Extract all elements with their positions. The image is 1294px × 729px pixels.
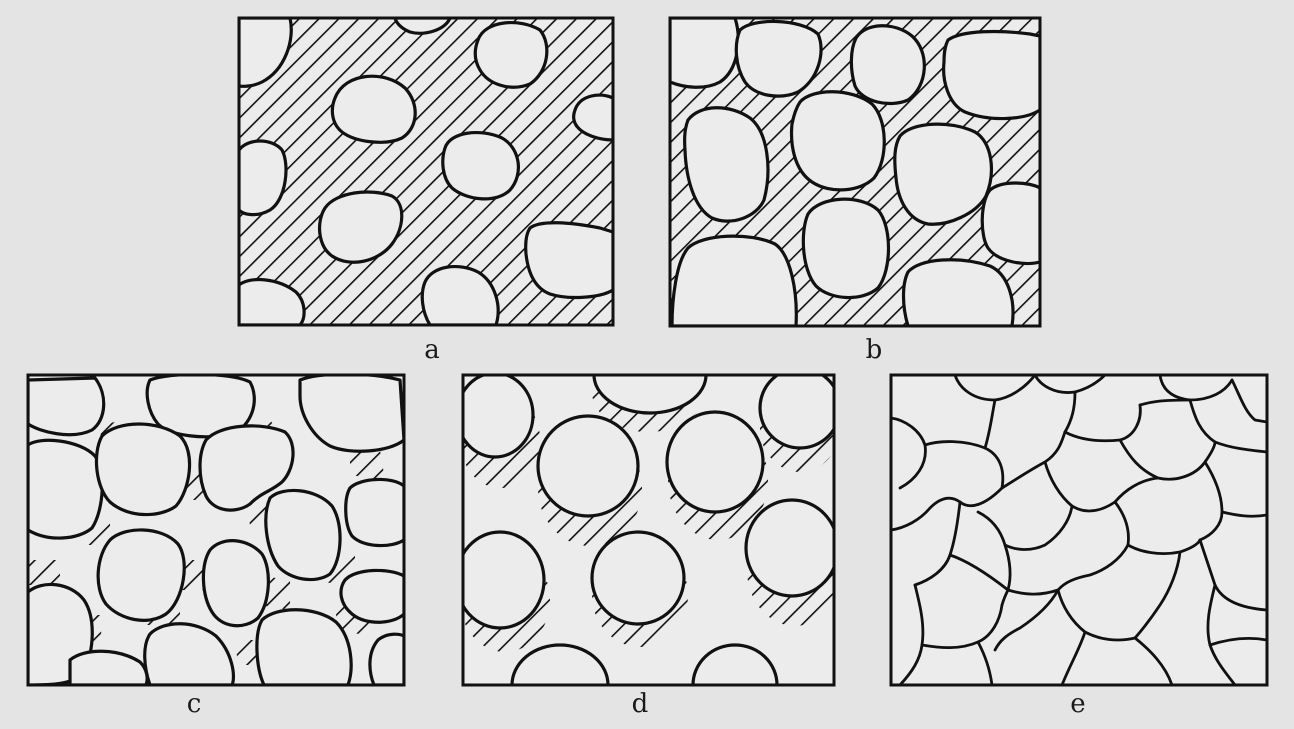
panel-b-frame (668, 16, 1042, 328)
panel-c: c (26, 373, 406, 719)
panel-d-frame (461, 373, 836, 687)
panel-a: a (237, 16, 615, 365)
panel-a-frame (237, 16, 615, 327)
panel-c-frame (26, 373, 406, 687)
panel-e-label: e (1070, 689, 1085, 719)
panel-a-grains (239, 18, 613, 325)
panel-b-grains (670, 18, 1040, 326)
panel-e-grain-boundaries (891, 375, 1267, 685)
panel-b-label: b (866, 335, 883, 365)
panel-c-grains (28, 375, 404, 685)
panel-d: d (461, 373, 836, 719)
panel-e: e (889, 373, 1269, 719)
panel-a-label: a (424, 335, 440, 365)
panel-b: b (668, 16, 1042, 365)
panel-c-label: c (187, 689, 202, 719)
panel-e-background (891, 375, 1267, 685)
panel-e-frame (889, 373, 1269, 687)
panel-d-grains (463, 375, 834, 685)
panel-d-label: d (632, 689, 649, 719)
